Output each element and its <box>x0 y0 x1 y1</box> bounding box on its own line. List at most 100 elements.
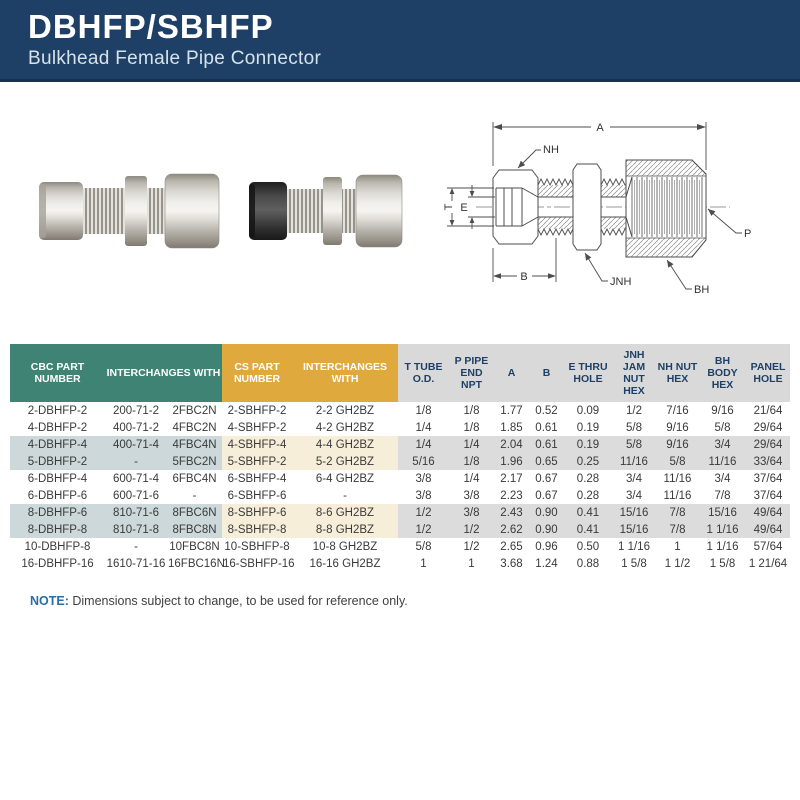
table-cell: 2.43 <box>494 504 529 521</box>
table-cell: 11/16 <box>699 453 746 470</box>
table-cell: 5/8 <box>612 436 656 453</box>
table-cell: 49/64 <box>746 521 790 538</box>
nut-face <box>39 184 46 238</box>
table-cell: 1 <box>674 540 681 553</box>
table-row: 6-DBHFP-4 600-71-4 6FBC4N 6-SBHFP-4 6-4 GH2B… <box>10 470 790 487</box>
table-cell: 8FBC8N <box>167 521 222 538</box>
table-cell: 6-SBHFP-6 <box>227 489 287 502</box>
dim-b <box>492 238 557 282</box>
table-cell: 5/8 <box>415 540 432 553</box>
note: NOTE: Dimensions subject to change, to b… <box>30 594 800 608</box>
table-cell: 1 1/2 <box>664 557 691 570</box>
table-cell: 6-DBHFP-6 <box>27 489 88 502</box>
jam-nut <box>323 177 342 245</box>
table-cell: 1/4 <box>415 421 432 434</box>
table-cell: 1/8 <box>415 404 432 417</box>
table-cell: 400-71-2 <box>112 421 160 434</box>
table-cell: 5/8 <box>656 453 699 470</box>
table-cell: 8FBC6N <box>167 504 222 521</box>
table-cell: 4-SBHFP-4 <box>222 436 292 453</box>
table-cell: 16FBC16N <box>168 557 225 570</box>
table-cell: 1/2 <box>449 521 494 538</box>
table-cell: 4-4 GH2BZ <box>292 436 398 453</box>
nut-face <box>249 184 255 238</box>
table-cell: 2-DBHFP-2 <box>27 404 88 417</box>
table-cell: 600-71-4 <box>112 472 160 485</box>
table-cell: 9/16 <box>666 421 689 434</box>
fitting-shape <box>39 173 220 249</box>
table-cell: 1 1/16 <box>699 521 746 538</box>
body-hex <box>356 175 402 247</box>
header-panel-hole: PANEL HOLE <box>746 344 790 402</box>
product-photo-steel <box>39 173 220 249</box>
table-cell: 2.17 <box>500 472 523 485</box>
table-cell: 0.67 <box>535 472 558 485</box>
body-hex-edge <box>355 174 403 248</box>
table-cell: 11/16 <box>612 453 656 470</box>
table-cell: 15/16 <box>612 521 656 538</box>
table-cell: 2.23 <box>500 489 523 502</box>
table-cell: 1/2 <box>463 540 480 553</box>
table-cell: 57/64 <box>753 540 783 553</box>
table-cell: 0.41 <box>564 504 612 521</box>
table-cell: 0.25 <box>564 453 612 470</box>
table-cell: 0.19 <box>576 421 600 434</box>
table-cell: 15/16 <box>612 504 656 521</box>
table-cell: 9/16 <box>711 404 734 417</box>
table-row: 16-DBHFP-16 1610-71-16 16FBC16N 16-SBHFP-16… <box>10 555 790 572</box>
table-cell: 6-4 GH2BZ <box>315 472 375 485</box>
table-cell: 8-6 GH2BZ <box>292 504 398 521</box>
dim-label-a: A <box>596 122 604 134</box>
media-row: A B E T <box>0 82 800 344</box>
note-label: NOTE: <box>30 594 69 608</box>
table-cell: 0.28 <box>576 472 600 485</box>
table-cell: 600-71-6 <box>112 489 160 502</box>
table-cell: 0.41 <box>564 521 612 538</box>
table-cell: 0.90 <box>529 521 564 538</box>
header-interchanges-with: INTERCHANGES WITH <box>105 344 222 402</box>
header-t-tube-od: T TUBE O.D. <box>398 344 449 402</box>
table-cell: 16-SBHFP-16 <box>223 557 295 570</box>
table-cell: 0.90 <box>529 504 564 521</box>
table-cell: 16-DBHFP-16 <box>21 557 94 570</box>
table-cell: 29/64 <box>753 421 783 434</box>
table-cell: 5-DBHFP-2 <box>10 453 105 470</box>
table-cell: 0.09 <box>576 404 600 417</box>
table-cell: 16-16 GH2BZ <box>309 557 381 570</box>
part-label-bh: BH <box>694 284 709 296</box>
header-a: A <box>494 344 529 402</box>
table-cell: - <box>192 489 197 502</box>
header-cs-part-number: CS PART NUMBER <box>222 344 292 402</box>
table-row: 2-DBHFP-2 200-71-2 2FBC2N 2-SBHFP-2 2-2 GH2B… <box>10 402 790 419</box>
table-cell: 1 5/8 <box>709 557 736 570</box>
table-cell: 5FBC2N <box>167 453 222 470</box>
table-cell: 6-DBHFP-4 <box>27 472 88 485</box>
product-photo-black-nut <box>249 174 403 248</box>
header-e-thru-hole: E THRU HOLE <box>564 344 612 402</box>
table-cell: 5/8 <box>626 421 642 434</box>
table-cell: 1 1/16 <box>706 540 739 553</box>
spec-table: CBC PART NUMBER INTERCHANGES WITH CS PAR… <box>10 344 790 572</box>
table-cell: 10FBC8N <box>169 540 220 553</box>
table-row: 8-DBHFP-6 810-71-6 8FBC6N 8-SBHFP-6 8-6 GH2B… <box>10 504 790 521</box>
dim-t <box>447 187 494 227</box>
table-cell: 0.67 <box>535 489 558 502</box>
table-cell: 9/16 <box>656 436 699 453</box>
table-row: 8-DBHFP-8 810-71-8 8FBC8N 8-SBHFP-8 8-8 GH2B… <box>10 521 790 538</box>
header-banner: DBHFP/SBHFP Bulkhead Female Pipe Connect… <box>0 0 800 82</box>
table-cell: 1/4 <box>449 436 494 453</box>
part-label-nh: NH <box>543 144 559 156</box>
header-nh-nut-hex: NH NUT HEX <box>656 344 699 402</box>
page-subtitle: Bulkhead Female Pipe Connector <box>28 47 322 69</box>
table-cell: 1 5/8 <box>621 557 647 570</box>
table-cell: 0.28 <box>576 489 600 502</box>
dim-e <box>468 185 495 229</box>
table-cell: 37/64 <box>753 472 783 485</box>
nut-outline <box>492 169 539 245</box>
table-cell: 0.19 <box>564 436 612 453</box>
dim-a <box>492 122 707 170</box>
table-cell: 810-71-8 <box>105 521 167 538</box>
table-cell: 1/8 <box>463 421 480 434</box>
table-cell: 2.04 <box>494 436 529 453</box>
